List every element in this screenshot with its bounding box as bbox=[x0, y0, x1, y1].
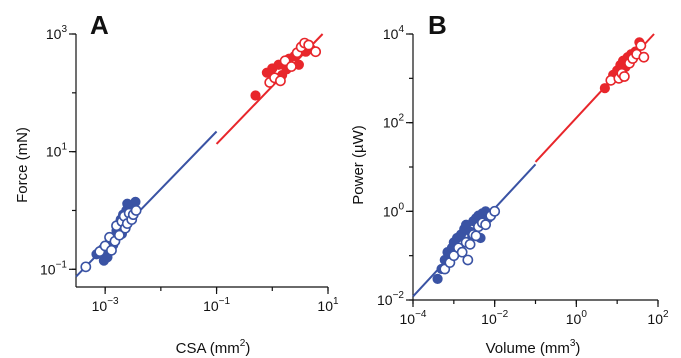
x-tick-exponent: −4 bbox=[415, 309, 427, 320]
x-tick-base: 10 bbox=[317, 298, 333, 314]
blue-filled-point bbox=[122, 198, 133, 209]
y-tick-label: 104 bbox=[383, 24, 405, 42]
x-tick-base: 10 bbox=[481, 311, 497, 327]
y-tick-label: 102 bbox=[383, 113, 405, 131]
x-tick-exponent: −1 bbox=[219, 296, 231, 307]
y-tick-label: 103 bbox=[46, 24, 68, 42]
x-tick-label: 100 bbox=[566, 309, 588, 327]
x-tick-label: 101 bbox=[317, 296, 339, 314]
x-tick-label: 10−1 bbox=[203, 296, 230, 314]
x-tick-label: 10−3 bbox=[92, 296, 119, 314]
y-tick-base: 10 bbox=[383, 26, 399, 42]
x-tick-exponent: 1 bbox=[333, 296, 339, 307]
blue-open-point bbox=[80, 261, 92, 273]
panel-b-x-axis-label: Volume (mm3) bbox=[486, 338, 581, 357]
panel-a-y-axis-label: Force (mN) bbox=[14, 127, 31, 203]
x-tick-base: 10 bbox=[92, 298, 108, 314]
y-tick-label: 10−1 bbox=[40, 259, 67, 277]
blue-open-point bbox=[464, 238, 476, 250]
x-tick-base: 10 bbox=[566, 311, 582, 327]
red-open-point bbox=[275, 75, 286, 87]
red-filled-point bbox=[599, 83, 610, 94]
panel-b: B Power (µW) Volume (mm3) 10−4 10−2 100 102… bbox=[350, 10, 669, 357]
blue-open-point bbox=[480, 219, 492, 231]
x-tick-exponent: −2 bbox=[497, 309, 509, 320]
blue-open-point bbox=[489, 205, 501, 217]
blue-open-point bbox=[130, 205, 142, 216]
red-filled-point bbox=[250, 90, 261, 101]
y-tick-base: 10 bbox=[40, 261, 56, 277]
y-tick-exponent: 3 bbox=[61, 24, 67, 35]
blue-filled-point bbox=[432, 273, 443, 284]
x-tick-base: 10 bbox=[400, 311, 416, 327]
y-tick-exponent: 4 bbox=[398, 24, 404, 35]
y-tick-label: 100 bbox=[383, 201, 405, 219]
x-tick-exponent: 2 bbox=[663, 309, 669, 320]
blue-open-point bbox=[106, 244, 117, 256]
y-tick-exponent: 0 bbox=[398, 201, 404, 212]
panel-a-x-axis-label: CSA (mm2) bbox=[176, 338, 251, 357]
red-open-point bbox=[638, 51, 650, 63]
y-tick-base: 10 bbox=[46, 26, 62, 42]
x-tick-base: 10 bbox=[203, 298, 219, 314]
red-open-point bbox=[303, 39, 315, 51]
red-open-point bbox=[285, 61, 297, 72]
x-tick-label: 10−2 bbox=[481, 309, 508, 327]
x-tick-label: 102 bbox=[647, 309, 669, 327]
y-tick-exponent: 2 bbox=[398, 113, 404, 124]
panel-b-y-axis-label: Power (µW) bbox=[350, 125, 367, 204]
y-tick-base: 10 bbox=[383, 203, 399, 219]
x-tick-base: 10 bbox=[647, 311, 663, 327]
panel-a-label: A bbox=[90, 10, 109, 40]
y-tick-label: 101 bbox=[46, 142, 68, 160]
blue-open-point bbox=[456, 246, 468, 258]
red-open-point bbox=[635, 40, 647, 51]
panel-a: A Force (mN) CSA (mm2) 10−3 10−1 10110−110… bbox=[14, 10, 339, 357]
y-tick-base: 10 bbox=[383, 115, 399, 131]
panel-b-label: B bbox=[428, 10, 447, 40]
red-open-point bbox=[618, 71, 630, 82]
y-tick-exponent: −1 bbox=[56, 259, 68, 270]
x-tick-exponent: 0 bbox=[581, 309, 587, 320]
x-tick-label: 10−4 bbox=[400, 309, 427, 327]
blue-open-point bbox=[113, 229, 125, 241]
blue-open-point bbox=[470, 230, 482, 242]
y-tick-label: 10−2 bbox=[377, 290, 404, 308]
y-tick-base: 10 bbox=[377, 292, 393, 308]
x-tick-exponent: −3 bbox=[107, 296, 119, 307]
y-tick-base: 10 bbox=[46, 144, 62, 160]
blue-open-point bbox=[462, 254, 474, 266]
y-tick-exponent: −2 bbox=[393, 290, 405, 301]
y-tick-exponent: 1 bbox=[61, 142, 67, 153]
red-open-point bbox=[310, 46, 322, 58]
